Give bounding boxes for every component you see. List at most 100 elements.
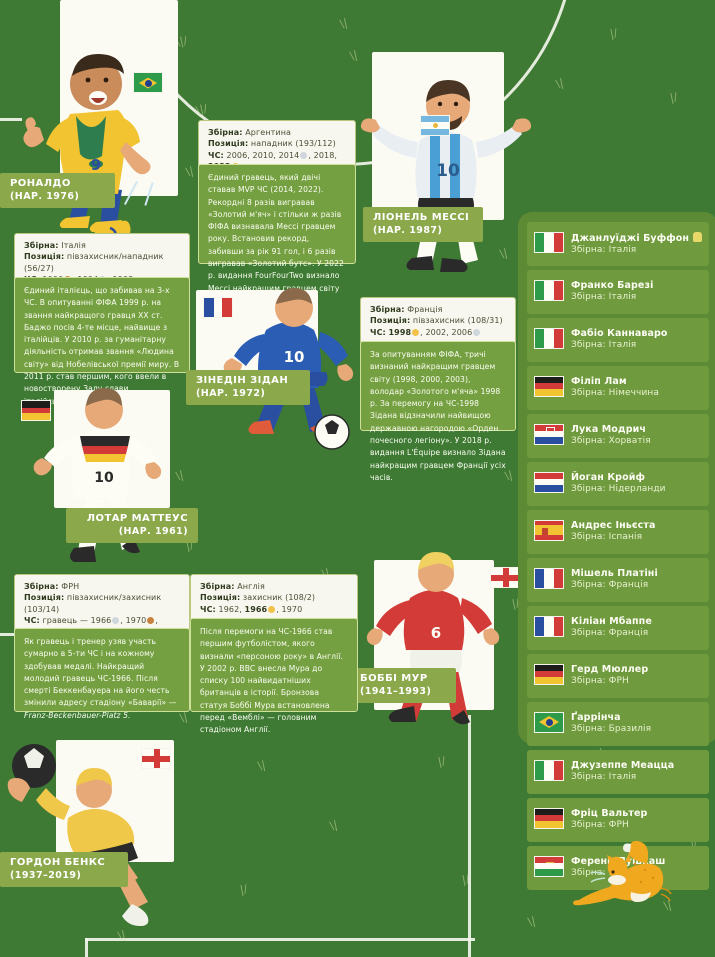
sidebar-player-row[interactable]: Фріц Вальтер Збірна: ФРН xyxy=(527,798,709,842)
team-label: Збірна: xyxy=(24,241,59,250)
sidebar-player-text: Лука Модрич Збірна: Хорватія xyxy=(571,424,651,447)
team-value: ФРН xyxy=(61,582,80,591)
sidebar-player-text: Фріц Вальтер Збірна: ФРН xyxy=(571,808,647,831)
sidebar-player-row[interactable]: Андрес Іньєста Збірна: Іспанія xyxy=(527,510,709,554)
flag-germany-matthaus xyxy=(21,400,51,421)
team-value: Аргентина xyxy=(245,128,292,137)
sidebar-player-text: Джанлуїджі Буффон Збірна: Італія xyxy=(571,231,703,256)
sidebar-player-text: Мішель Платіні Збірна: Франція xyxy=(571,568,658,591)
banks-name-card: ГОРДОН БЕНКС (1937–2019) xyxy=(0,852,128,888)
sidebar-player-team: Збірна: Франція xyxy=(571,628,649,639)
messi-description: Єдиний гравець, який двічі ставав MVP ЧС… xyxy=(198,164,356,305)
sidebar-player-text: Фабіо Каннаваро Збірна: Італія xyxy=(571,328,668,351)
flag-italy_royal-icon xyxy=(534,759,564,785)
flag-germany-icon xyxy=(534,375,564,401)
sidebar-player-team: Збірна: ФРН xyxy=(571,676,629,687)
sidebar-player-text: Джузеппе Меацца Збірна: Італія xyxy=(571,760,674,783)
sidebar-player-text: Франко Барезі Збірна: Італія xyxy=(571,280,653,303)
position-value: нападник (193/112) xyxy=(250,139,336,149)
flag-hungary-icon xyxy=(534,855,564,881)
wc-label: ЧС: xyxy=(370,327,386,337)
flag-germany-icon xyxy=(534,807,564,833)
sidebar-player-row[interactable]: Герд Мюллер Збірна: ФРН xyxy=(527,654,709,698)
moore-name-card: БОББІ МУР (1941–1993) xyxy=(350,668,456,704)
sidebar-player-team: Збірна: Італія xyxy=(571,292,637,303)
wc-label: ЧС: xyxy=(208,150,224,160)
sidebar-player-row[interactable]: Джузеппе Меацца Збірна: Італія xyxy=(527,750,709,794)
flag-brazil-icon xyxy=(534,711,564,737)
wc-value: 1998, 2002, 2006 xyxy=(389,328,482,337)
sidebar-player-name: Філіп Лам xyxy=(571,376,627,388)
sidebar-player-text: Андрес Іньєста Збірна: Іспанія xyxy=(571,520,655,543)
player-name: ЛОТАР МАТТЕУС xyxy=(86,513,188,524)
team-label: Збірна: xyxy=(208,128,243,137)
sidebar-player-team: Збірна: Хорватія xyxy=(571,436,651,447)
sidebar-player-text: Кіліан Мбаппе Збірна: Франція xyxy=(571,616,652,639)
team-value: Італія xyxy=(61,241,86,250)
position-label: Позиція: xyxy=(24,593,65,603)
player-years: (НАР. 1976) xyxy=(10,190,80,202)
sidebar-player-row[interactable]: Філіп Лам Збірна: Німеччина xyxy=(527,366,709,410)
player-years: (НАР. 1987) xyxy=(373,224,443,236)
player-name: ЛІОНЕЛЬ МЕССІ xyxy=(373,212,470,223)
sidebar-player-team: Збірна: ФРН xyxy=(571,820,629,831)
stretching-cat-icon xyxy=(573,840,672,906)
sidebar-player-name: Мішель Платіні xyxy=(571,568,658,580)
player-name: ЗІНЕДІН ЗІДАН xyxy=(196,375,289,386)
matthaus-description: Як гравець і тренер узяв участь сумарно … xyxy=(14,628,190,720)
position-label: Позиція: xyxy=(370,316,411,326)
pitch-vertical-line-left xyxy=(85,938,88,957)
sidebar-player-row[interactable]: Джанлуїджі Буффон Збірна: Італія xyxy=(527,222,709,266)
sidebar-player-name: Фріц Вальтер xyxy=(571,808,648,820)
flag-spain-icon xyxy=(534,519,564,545)
sidebar-player-team: Збірна: Нідерланди xyxy=(571,484,666,495)
pitch-horizontal-line-bottom xyxy=(85,938,475,941)
sidebar-player-text: Ґаррінча Збірна: Бразилія xyxy=(571,712,651,735)
position-label: Позиція: xyxy=(208,139,249,149)
flag-france-zidane xyxy=(203,297,233,318)
sidebar-player-row[interactable]: Мішель Платіні Збірна: Франція xyxy=(527,558,709,602)
player-years: (НАР. 1961) xyxy=(118,525,188,537)
sidebar-player-row[interactable]: Йоган Кройф Збірна: Нідерланди xyxy=(527,462,709,506)
sidebar-player-row[interactable]: Лука Модрич Збірна: Хорватія xyxy=(527,414,709,458)
flag-france-icon xyxy=(534,567,564,593)
sidebar-player-team: Збірна: Італія xyxy=(571,340,637,351)
sidebar-player-row[interactable]: Франко Барезі Збірна: Італія xyxy=(527,270,709,314)
sidebar-player-team: Збірна: Франція xyxy=(571,580,649,591)
sidebar-player-name: Кіліан Мбаппе xyxy=(571,616,652,628)
wc-value: 1962, 1966, 1970 xyxy=(218,604,303,614)
sidebar-player-row[interactable]: Фабіо Каннаваро Збірна: Італія xyxy=(527,318,709,362)
grass-tuft: |/ xyxy=(668,90,679,105)
flag-croatia-icon xyxy=(534,423,564,449)
sidebar-player-name: Лука Модрич xyxy=(571,424,646,436)
sidebar-player-name: Джузеппе Меацца xyxy=(571,760,675,772)
player-list-sidebar[interactable]: Джанлуїджі Буффон Збірна: Італія Франко Б… xyxy=(527,222,709,894)
sidebar-player-row[interactable]: Ґаррінча Збірна: Бразилія xyxy=(527,702,709,746)
flag-netherlands-icon xyxy=(534,471,564,497)
grass-tuft: \| xyxy=(503,468,514,483)
sidebar-player-row[interactable]: Кіліан Мбаппе Збірна: Франція xyxy=(527,606,709,650)
position-value: захисник (108/2) xyxy=(242,593,316,603)
ronaldo-description: Єдиний італієць, що забивав на 3-х ЧС. В… xyxy=(14,277,190,406)
pitch-line-top-left xyxy=(0,118,22,121)
svg-text:10: 10 xyxy=(94,470,114,486)
matthaus-name-card: ЛОТАР МАТТЕУС (НАР. 1961) xyxy=(66,508,198,544)
sidebar-player-team: Збірна: Іспанія xyxy=(571,532,643,543)
svg-text:10: 10 xyxy=(436,161,460,181)
messi-illustration: 10 xyxy=(360,80,532,272)
grass-tuft: \| xyxy=(178,710,189,725)
sidebar-player-name: Йоган Кройф xyxy=(571,472,645,484)
flag-brazil-ronaldo xyxy=(133,72,163,93)
grass-tuft: \|/ xyxy=(194,101,209,118)
sidebar-player-name: Андрес Іньєста xyxy=(571,520,656,532)
moore-stats: Збірна: Англія Позиція: захисник (108/2)… xyxy=(190,574,358,623)
position-label: Позиція: xyxy=(200,593,241,603)
sidebar-player-name: Ґаррінча xyxy=(571,712,621,724)
sidebar-player-team: Збірна: Італія xyxy=(571,772,637,783)
zidane-description: За опитуванням ФІФА, тричі визнаний найк… xyxy=(360,341,516,482)
sidebar-player-name: Герд Мюллер xyxy=(571,664,649,676)
team-label: Збірна: xyxy=(24,582,59,591)
flag-italy-icon xyxy=(534,231,564,257)
zidane-stats: Збірна: Франція Позиція: півзахисник (10… xyxy=(360,297,516,346)
